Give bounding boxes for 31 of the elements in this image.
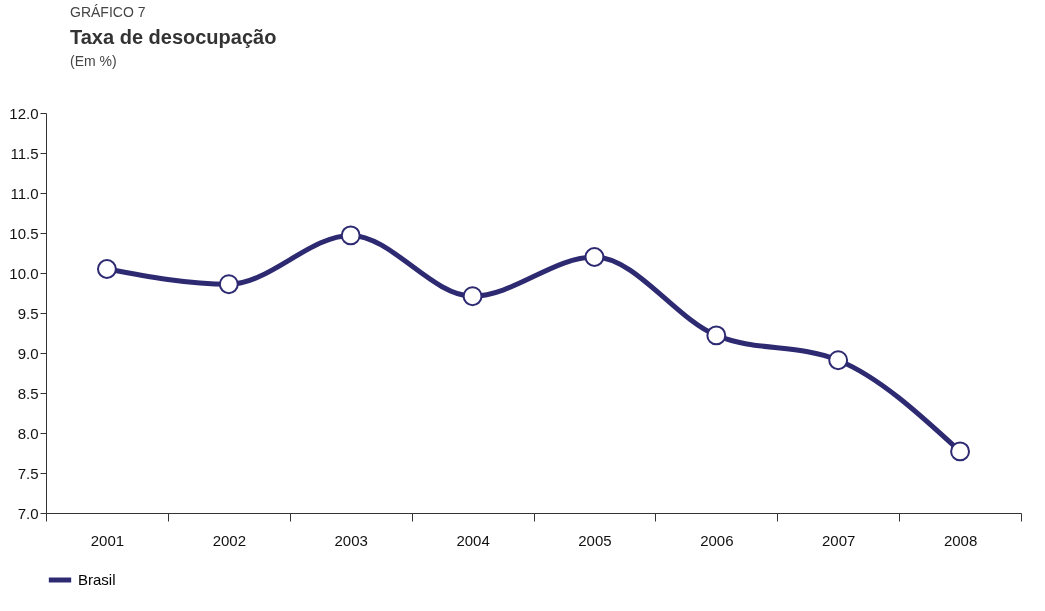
y-tick-label: 11.0 <box>10 184 39 202</box>
y-tick-label: 10.0 <box>9 264 39 282</box>
chart-title: Taxa de desocupação <box>70 26 277 49</box>
point <box>828 350 849 371</box>
point <box>340 225 361 246</box>
x-tick-label: 2003 <box>334 531 368 549</box>
y-tick-label: 8.0 <box>17 424 39 442</box>
point <box>96 259 117 279</box>
y-tick-label: 8.5 <box>17 384 39 402</box>
point <box>706 325 727 346</box>
text: GRÁFICO 7 <box>70 4 147 20</box>
x-tick-label: 2001 <box>90 531 125 549</box>
y-tick-label: 9.0 <box>17 344 39 362</box>
legend-label: Brasil <box>78 571 116 588</box>
chart-subtitle: (Em %) <box>70 53 118 69</box>
x-tick-label: 2008 <box>943 531 978 549</box>
x-tick-label: 2004 <box>456 531 490 549</box>
point <box>218 274 239 295</box>
point <box>950 441 971 462</box>
y-tick-label: 10.5 <box>9 224 39 242</box>
y-tick-label: 12.0 <box>9 104 39 122</box>
x-tick-label: 2007 <box>822 531 856 549</box>
x-tick-label: 2006 <box>700 531 734 549</box>
point <box>584 247 605 267</box>
x-tick-label: 2005 <box>578 531 612 549</box>
x-tick-label: 2002 <box>212 531 246 549</box>
y-tick-label: 11.5 <box>10 144 39 162</box>
y-tick-label: 7.0 <box>17 504 39 522</box>
y-tick-label: 9.5 <box>17 304 39 322</box>
point <box>462 286 483 307</box>
y-tick-label: 7.5 <box>17 464 39 482</box>
